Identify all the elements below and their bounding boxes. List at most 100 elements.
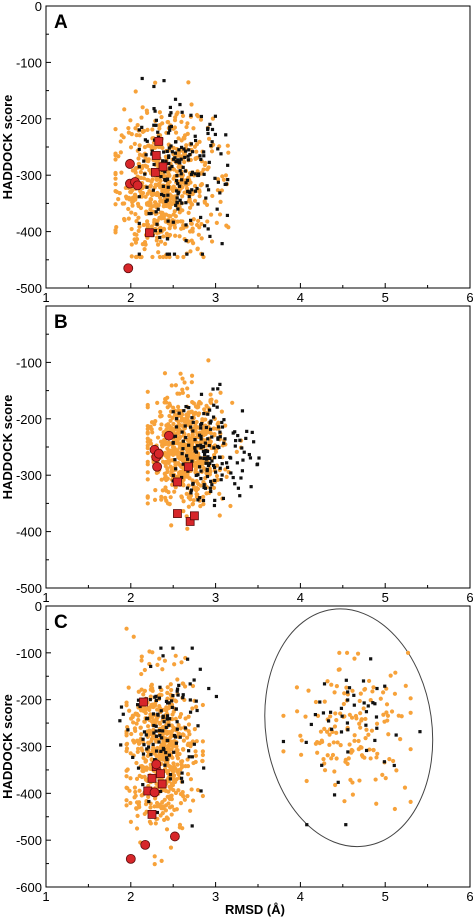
point-black <box>193 172 197 176</box>
point-orange <box>374 721 380 726</box>
point-black <box>252 440 256 444</box>
point-orange <box>357 721 362 726</box>
red-circle-point <box>149 787 160 798</box>
point-orange <box>164 708 169 713</box>
point-black <box>217 445 221 450</box>
point-orange <box>398 737 403 742</box>
point-orange <box>136 228 141 234</box>
point-orange <box>371 748 376 753</box>
points-layer <box>145 358 261 531</box>
point-orange <box>164 231 169 236</box>
point-black <box>207 408 212 412</box>
point-orange <box>329 756 334 761</box>
point-black <box>156 130 160 134</box>
red-square-point <box>173 509 182 518</box>
point-orange <box>189 373 195 378</box>
point-black <box>208 122 212 126</box>
point-black <box>152 123 156 127</box>
point-black <box>215 207 219 211</box>
point-black <box>161 714 165 718</box>
y-tick-label: -300 <box>16 168 42 183</box>
point-orange <box>197 194 202 199</box>
point-orange <box>196 218 201 223</box>
point-black <box>154 698 159 703</box>
point-black <box>189 491 193 495</box>
point-black <box>142 730 147 734</box>
point-orange <box>177 751 182 757</box>
point-orange <box>304 778 309 784</box>
point-orange <box>137 773 142 779</box>
point-orange <box>217 513 222 518</box>
point-black <box>212 503 217 508</box>
point-orange <box>367 747 372 752</box>
point-black <box>174 425 179 429</box>
point-black <box>192 742 196 746</box>
point-black <box>161 184 165 189</box>
point-orange <box>195 492 200 497</box>
point-orange <box>142 688 148 694</box>
point-black <box>195 444 200 448</box>
point-orange <box>133 728 138 734</box>
point-orange <box>182 380 187 385</box>
point-orange <box>169 383 174 388</box>
point-black <box>233 482 237 486</box>
point-black <box>220 473 224 477</box>
point-orange <box>157 254 162 260</box>
point-black <box>169 144 173 148</box>
point-orange <box>125 725 130 730</box>
point-black <box>193 189 198 193</box>
point-black <box>180 452 184 456</box>
point-orange <box>341 701 346 707</box>
point-orange <box>129 242 134 247</box>
point-orange <box>214 473 220 479</box>
point-orange <box>223 173 229 178</box>
x-tick-label: 3 <box>212 889 219 904</box>
point-orange <box>191 241 196 246</box>
point-orange <box>219 409 224 414</box>
point-orange <box>181 509 186 514</box>
point-orange <box>324 729 330 734</box>
point-orange <box>189 221 194 226</box>
point-orange <box>320 739 325 745</box>
point-orange <box>173 653 178 658</box>
point-black <box>154 729 158 733</box>
point-black <box>165 237 170 241</box>
point-black <box>204 449 208 453</box>
point-orange <box>132 192 138 197</box>
point-black <box>180 430 184 434</box>
point-orange <box>186 504 191 509</box>
point-black <box>153 109 157 113</box>
point-orange <box>161 806 166 811</box>
point-black <box>157 740 161 744</box>
red-square-point <box>139 697 148 707</box>
point-black <box>176 192 180 196</box>
point-black <box>166 219 170 223</box>
point-black <box>162 79 166 83</box>
point-black <box>214 694 219 699</box>
point-black <box>212 446 216 450</box>
point-orange <box>315 740 320 745</box>
point-orange <box>128 145 134 150</box>
point-black <box>205 184 209 188</box>
point-orange <box>392 691 398 696</box>
point-orange <box>162 371 168 376</box>
point-black <box>171 441 175 445</box>
point-orange <box>189 380 194 385</box>
point-black <box>163 170 167 174</box>
point-orange <box>118 150 123 155</box>
x-tick-label: 5 <box>382 290 389 305</box>
point-orange <box>138 189 143 194</box>
point-orange <box>215 177 221 182</box>
point-orange <box>166 801 171 806</box>
point-orange <box>199 236 204 241</box>
point-black <box>182 147 186 151</box>
point-orange <box>164 400 169 405</box>
point-black <box>196 473 200 477</box>
point-orange <box>215 477 220 483</box>
point-orange <box>157 720 162 726</box>
point-black <box>203 441 207 445</box>
point-orange <box>169 723 174 728</box>
point-orange <box>164 488 169 493</box>
point-black <box>158 235 162 240</box>
point-black <box>145 185 149 189</box>
